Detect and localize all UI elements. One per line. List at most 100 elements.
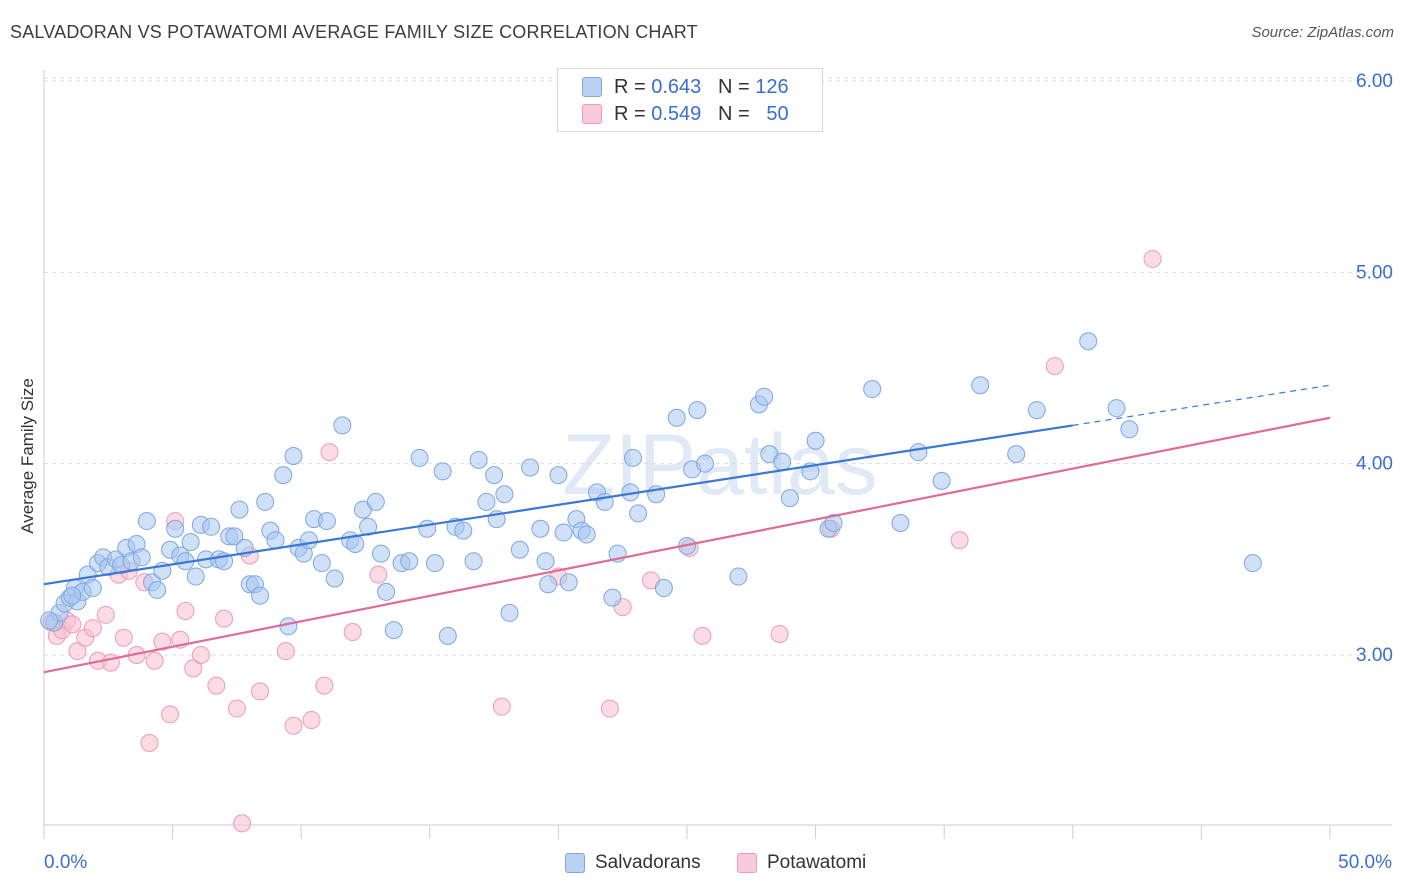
- potawatomi-point: [315, 676, 334, 695]
- series-legend: Salvadorans Potawatomi: [0, 852, 1406, 878]
- salvadoran-point: [1107, 399, 1126, 418]
- blue-swatch: [582, 77, 602, 97]
- salvadoran-point: [202, 517, 221, 536]
- salvadoran-point: [971, 376, 990, 395]
- salvadoran-point: [773, 452, 792, 471]
- salvadoran-point: [1007, 445, 1026, 464]
- salvadoran-point: [148, 580, 167, 599]
- salvadoran-point: [186, 567, 205, 586]
- potawatomi-point: [233, 814, 252, 833]
- salvadoran-point: [333, 416, 352, 435]
- salvadoran-points: [40, 332, 1262, 645]
- potawatomi-point: [284, 716, 303, 735]
- potawatomi-trend-line: [43, 416, 1331, 674]
- salvadoran-point: [266, 531, 285, 550]
- potawatomi-point: [302, 711, 321, 730]
- salvadoran-point: [384, 621, 403, 640]
- salvadoran-point: [359, 517, 378, 536]
- potawatomi-point: [343, 623, 362, 642]
- salvadoran-point: [1120, 420, 1139, 439]
- legend-n-label: N =: [717, 75, 750, 98]
- trend-lines: [43, 384, 1331, 674]
- legend-n-value: 50: [766, 102, 789, 125]
- legend-row-potawatomi: R = 0.549 N = 50: [582, 102, 789, 126]
- salvadoran-point: [909, 443, 928, 462]
- potawatomi-point: [96, 605, 115, 624]
- potawatomi-point: [114, 628, 133, 647]
- salvadoran-point: [132, 548, 151, 567]
- salvadoran-point: [554, 523, 573, 542]
- salvadoran-point: [256, 492, 275, 511]
- salvadoran-point: [284, 447, 303, 466]
- salvadoran-point: [623, 448, 642, 467]
- y-axis-title: Average Family Size: [18, 378, 37, 534]
- potawatomi-point: [140, 734, 159, 753]
- salvadoran-point: [40, 611, 59, 630]
- salvadoran-point: [251, 586, 270, 605]
- salvadoran-point: [425, 554, 444, 573]
- salvadoran-point: [1079, 332, 1098, 351]
- potawatomi-point: [191, 646, 210, 664]
- potawatomi-point: [950, 531, 969, 550]
- salvadoran-point: [418, 519, 437, 538]
- salvadoran-point: [166, 519, 185, 538]
- salvadoran-point: [371, 544, 390, 563]
- salvadoran-point: [824, 513, 843, 532]
- potawatomi-point: [184, 659, 203, 678]
- salvadoran-point: [181, 533, 200, 552]
- legend-r-value: 0.549: [651, 102, 702, 125]
- legend-item-salvadorans: Salvadorans: [565, 852, 701, 874]
- salvadoran-point: [539, 575, 558, 594]
- legend-row-salvadorans: R = 0.643 N = 126: [582, 75, 789, 99]
- grid-layer: [44, 77, 1392, 656]
- salvadoran-point: [510, 540, 529, 559]
- salvadoran-point: [366, 492, 385, 511]
- salvadoran-point: [230, 500, 249, 519]
- salvadoran-point: [433, 462, 452, 481]
- salvadoran-point: [1243, 554, 1262, 573]
- y-tick-labels: 3.00 4.00 5.00 6.00: [1356, 71, 1393, 666]
- y-tick-label: 5.00: [1356, 262, 1393, 283]
- salvadoran-point: [83, 579, 102, 598]
- potawatomi-point: [369, 565, 388, 584]
- potawatomi-point: [227, 699, 246, 718]
- potawatomi-point: [63, 615, 82, 634]
- salvadoran-point: [1027, 401, 1046, 420]
- pink-swatch: [737, 853, 757, 873]
- salvadoran-point: [312, 554, 331, 573]
- x-tick-label-max: 50.0%: [1338, 852, 1392, 873]
- salvadoran-point: [932, 471, 951, 490]
- source-label: Source: ZipAtlas.com: [1251, 24, 1394, 41]
- salvadoran-point: [654, 579, 673, 598]
- potawatomi-point: [320, 443, 339, 462]
- potawatomi-point: [251, 682, 270, 701]
- potawatomi-point: [693, 626, 712, 645]
- legend-r-label: R =: [614, 102, 646, 125]
- y-tick-label: 6.00: [1356, 71, 1393, 92]
- x-tick-label-min: 0.0%: [44, 852, 88, 873]
- potawatomi-point: [1045, 357, 1064, 376]
- salvadoran-point: [279, 617, 298, 636]
- legend-item-potawatomi: Potawatomi: [737, 852, 866, 874]
- salvadoran-point: [629, 504, 648, 523]
- potawatomi-points: [42, 249, 1162, 833]
- salvadoran-point: [317, 512, 336, 531]
- blue-swatch: [565, 853, 585, 873]
- salvadoran-point: [696, 454, 715, 473]
- chart-title: SALVADORAN VS POTAWATOMI AVERAGE FAMILY …: [10, 22, 698, 42]
- salvadoran-point: [325, 569, 344, 588]
- salvadoran-point: [274, 466, 293, 485]
- salvadoran-point: [521, 458, 540, 477]
- potawatomi-point: [176, 601, 195, 620]
- salvadoran-point: [603, 588, 622, 607]
- salvadoran-point: [863, 380, 882, 399]
- correlation-legend: R = 0.643 N = 126 R = 0.549 N = 50: [557, 68, 823, 132]
- legend-item-label: Salvadorans: [595, 852, 701, 873]
- salvadoran-point: [688, 401, 707, 420]
- salvadoran-point: [536, 552, 555, 571]
- salvadoran-point: [410, 448, 429, 467]
- potawatomi-point: [153, 632, 172, 651]
- y-tick-label: 4.00: [1356, 454, 1393, 475]
- potawatomi-point: [207, 676, 226, 695]
